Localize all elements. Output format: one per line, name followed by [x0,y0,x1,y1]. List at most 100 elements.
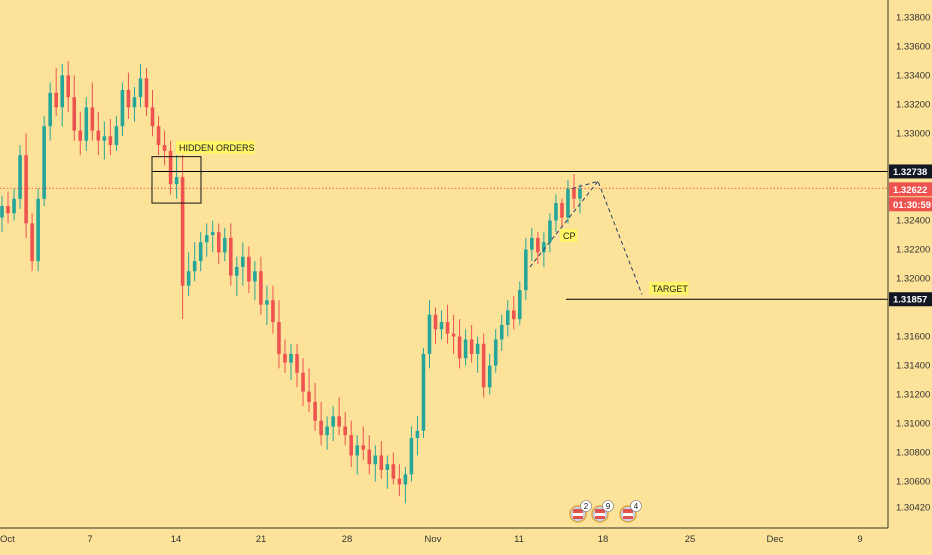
price-tick-label: 1.32200 [896,244,930,255]
time-tick-label: 21 [256,534,267,545]
candle-body [331,416,335,427]
target-price-tag-bg [889,292,932,307]
candle-body [0,205,4,218]
candle-body [241,256,245,267]
candle-body [259,271,263,305]
candle-body [385,464,390,470]
hidden-orders-label: HIDDEN ORDERS [176,141,255,154]
time-tick-label: 25 [685,534,696,545]
candles-layer [0,60,582,504]
candle-body [156,126,161,146]
candle-body [48,92,52,127]
price-axis[interactable]: 1.33800 1.33600 1.33400 1.33200 1.33000 1.326… [889,12,932,514]
badge-count-bg [602,500,614,512]
candle-body [150,107,155,127]
candle-body [265,300,269,305]
candle-body [138,78,143,98]
candle-body [84,107,89,141]
hidden-orders-label-text: HIDDEN ORDERS [179,143,255,153]
candle-body [36,198,40,262]
time-tick-label: 11 [514,534,524,545]
candle-body [210,232,215,235]
price-tick-label: 1.31400 [896,361,930,372]
candle-body [108,136,113,146]
candle-body [271,300,275,323]
price-tick-label: 1.32400 [896,215,930,226]
price-tick-label: 1.31600 [896,332,930,343]
candle-body [120,89,125,127]
flag-stripe [595,509,605,513]
candle-body [367,449,372,465]
candle-body [247,256,251,282]
candle-body [222,237,227,253]
price-tick-label: 1.31000 [896,419,930,430]
candle-body [295,353,299,373]
time-tick-label: Oct [0,534,15,545]
candle-body [409,438,414,475]
price-tick-label: 1.31200 [896,390,930,401]
candle-body [475,343,480,354]
candle-body [180,176,185,286]
candle-body [554,203,558,221]
channel-dashed-line [529,181,599,268]
candle-body [578,188,582,199]
candle-body [536,237,540,253]
candle-body [319,420,323,436]
price-tick-label: 1.30600 [896,477,930,488]
candle-body [307,391,311,402]
candle-body [499,324,504,340]
candle-body [415,430,420,439]
candle-body [186,271,191,286]
candle-body [235,266,239,276]
candle-body [560,203,564,218]
event-badge: 4 [619,500,642,523]
candle-body [511,310,516,320]
flag-stripe [623,513,633,516]
candle-body [391,464,396,479]
target-price-tag-text: 1.31857 [893,295,927,306]
candle-body [277,322,281,354]
time-axis[interactable]: Oct 7 14 21 28 Nov 11 18 25 Dec 9 [0,534,863,545]
candle-body [168,150,173,185]
candle-body [572,188,576,199]
candle-body [144,78,149,108]
candle-body [204,234,209,243]
candle-body [216,232,221,253]
candle-body [162,145,167,151]
candle-body [542,242,546,253]
candle-body [54,92,58,108]
price-tick-label: 1.30800 [896,448,930,459]
candle-body [457,336,462,359]
candle-body [343,426,347,436]
current-price-tag-bg [889,182,932,197]
resistance-price-tag: 1.32738 [889,164,932,179]
time-tick-label: 14 [171,534,182,545]
event-badges: 2 9 4 [569,500,642,523]
countdown-tag: 01:30:59 [889,197,932,212]
event-badge: 2 [569,500,592,523]
cp-label-bg [560,229,578,242]
flag-stripe [623,509,633,513]
price-tick-label: 1.30420 [896,503,930,514]
candle-body [102,136,107,141]
flag-stripe [573,516,583,519]
candle-body [96,130,101,141]
candle-body [60,75,65,108]
target-label: TARGET [649,282,689,295]
target-label-bg [649,282,689,295]
candle-body [337,416,341,427]
candle-body [397,478,402,485]
candle-body [72,97,77,131]
candle-body [439,322,444,330]
candle-body [361,445,366,450]
candle-body [42,126,46,199]
candle-body [355,445,360,456]
flag-stripe [573,513,583,516]
candle-body [198,242,203,262]
badge-count: 4 [634,502,639,511]
badge-count: 9 [606,502,611,511]
candle-body [469,339,474,354]
